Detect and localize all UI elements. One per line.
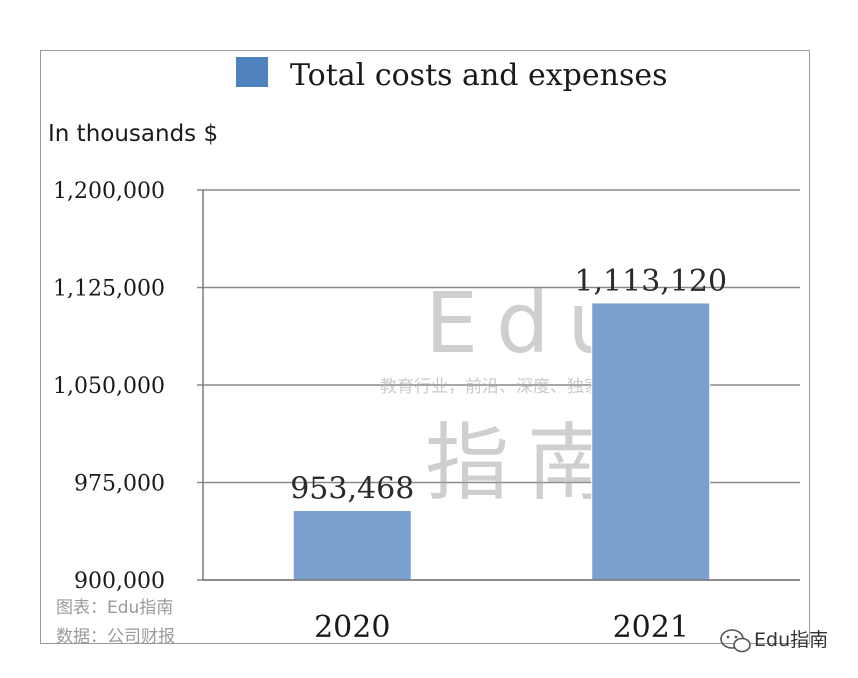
x-category-label: 2021 bbox=[613, 610, 689, 645]
watermark: Edu 教育行业，前沿、深度、独家 指南 bbox=[380, 274, 639, 512]
y-unit-label: In thousands $ bbox=[48, 121, 218, 147]
watermark-tagline: 教育行业，前沿、深度、独家 bbox=[380, 377, 601, 397]
y-tick-label: 1,050,000 bbox=[53, 374, 165, 399]
data-labels: 953,468 1,113,120 bbox=[290, 264, 727, 507]
watermark-brand-cn: 指南 bbox=[425, 414, 629, 512]
chart-frame bbox=[40, 50, 810, 644]
watermark-brand-latin: Edu bbox=[425, 274, 639, 372]
data-label-2020: 953,468 bbox=[290, 471, 414, 506]
legend-swatch bbox=[236, 57, 268, 87]
y-tick-label: 1,125,000 bbox=[53, 277, 165, 302]
y-tick-label: 975,000 bbox=[74, 472, 165, 497]
footnote-data-source: 数据：公司财报 bbox=[56, 627, 175, 647]
y-tick-label: 1,200,000 bbox=[53, 179, 165, 204]
x-category-labels: 2020 2021 bbox=[314, 610, 689, 645]
bar-2021 bbox=[591, 302, 711, 581]
legend-label: Total costs and expenses bbox=[290, 58, 668, 93]
footnote-chart-credit: 图表：Edu指南 bbox=[56, 598, 173, 618]
y-tick-label: 900,000 bbox=[74, 569, 165, 594]
data-label-2021: 1,113,120 bbox=[574, 264, 727, 299]
wechat-icon bbox=[720, 629, 751, 653]
bars bbox=[292, 302, 711, 581]
brand-badge: Edu指南 bbox=[720, 629, 828, 653]
x-category-label: 2020 bbox=[314, 610, 390, 645]
brand-badge-label: Edu指南 bbox=[754, 629, 828, 651]
y-tick-labels: 900,000 975,000 1,050,000 1,125,000 1,200,00… bbox=[53, 179, 165, 594]
bar-2020 bbox=[292, 509, 412, 581]
